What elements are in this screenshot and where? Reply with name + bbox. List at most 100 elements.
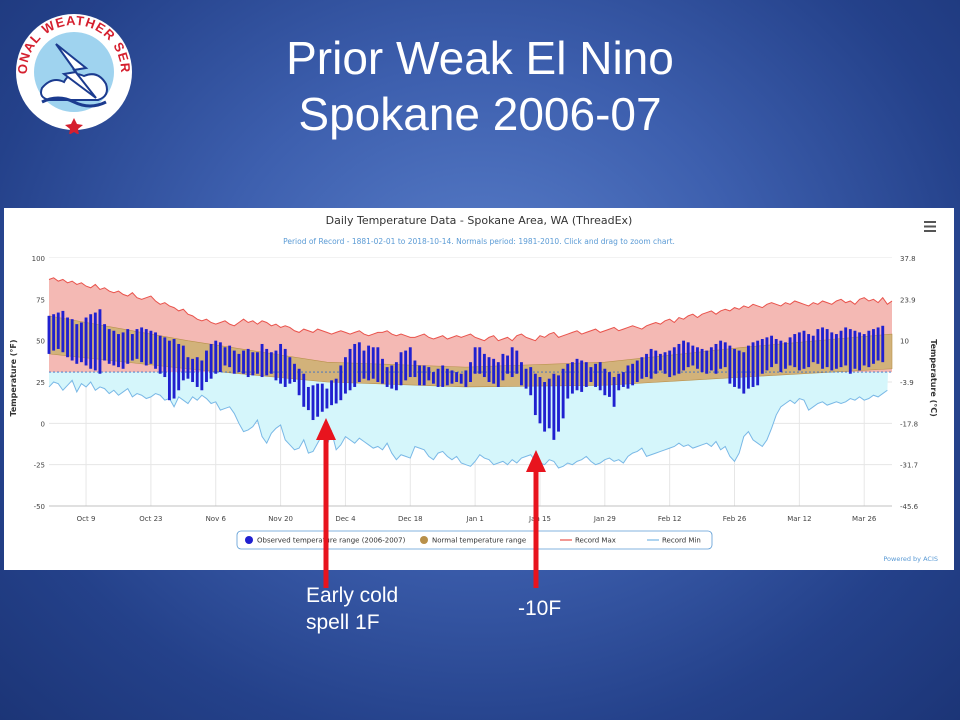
observed-bar[interactable]: [311, 385, 315, 421]
observed-bar[interactable]: [779, 340, 783, 373]
observed-bar[interactable]: [691, 345, 695, 366]
record-max-line[interactable]: [48, 277, 893, 342]
observed-bar[interactable]: [584, 362, 588, 387]
observed-bar[interactable]: [191, 358, 195, 382]
legend-marker[interactable]: [245, 536, 253, 544]
observed-bar[interactable]: [348, 348, 352, 391]
observed-bar[interactable]: [251, 352, 255, 376]
observed-bar[interactable]: [158, 335, 162, 374]
observed-bar[interactable]: [130, 334, 134, 361]
observed-bar[interactable]: [575, 358, 579, 391]
observed-bar[interactable]: [255, 352, 259, 374]
observed-bar[interactable]: [654, 350, 658, 374]
observed-bar[interactable]: [344, 357, 347, 394]
observed-bar[interactable]: [723, 342, 727, 368]
observed-bar[interactable]: [580, 360, 584, 392]
observed-bar[interactable]: [469, 362, 472, 382]
observed-bar[interactable]: [427, 367, 431, 381]
observed-bar[interactable]: [459, 373, 463, 384]
observed-bar[interactable]: [228, 345, 232, 368]
observed-bar[interactable]: [330, 380, 333, 406]
observed-bar[interactable]: [445, 368, 449, 386]
observed-bar[interactable]: [635, 360, 639, 382]
observed-bar[interactable]: [746, 345, 750, 389]
observed-bar[interactable]: [334, 378, 338, 404]
observed-bar[interactable]: [441, 365, 445, 387]
observed-bar[interactable]: [853, 330, 857, 369]
observed-bar[interactable]: [84, 317, 88, 366]
observed-bar[interactable]: [742, 352, 746, 394]
observed-bar[interactable]: [353, 343, 357, 387]
observed-bar[interactable]: [645, 353, 648, 378]
observed-bar[interactable]: [117, 334, 120, 368]
observed-bar[interactable]: [788, 337, 792, 366]
observed-bar[interactable]: [399, 352, 403, 386]
observed-bar[interactable]: [473, 347, 477, 374]
observed-bar[interactable]: [543, 382, 547, 432]
observed-bar[interactable]: [867, 330, 871, 368]
observed-bar[interactable]: [482, 353, 486, 378]
observed-bar[interactable]: [79, 322, 83, 363]
observed-bar[interactable]: [135, 329, 139, 359]
observed-bar[interactable]: [98, 309, 102, 374]
observed-bar[interactable]: [418, 365, 421, 386]
observed-bar[interactable]: [557, 375, 560, 432]
legend-label[interactable]: Record Max: [575, 537, 616, 545]
observed-bar[interactable]: [733, 348, 736, 387]
observed-bar[interactable]: [830, 332, 834, 371]
observed-bar[interactable]: [802, 330, 806, 369]
observed-bar[interactable]: [269, 352, 273, 374]
observed-bar[interactable]: [436, 368, 440, 387]
observed-bar[interactable]: [881, 325, 885, 363]
observed-bar[interactable]: [274, 350, 278, 381]
observed-bar[interactable]: [876, 327, 880, 361]
observed-bar[interactable]: [547, 378, 551, 429]
observed-bar[interactable]: [107, 329, 111, 364]
observed-bar[interactable]: [760, 339, 764, 374]
observed-bar[interactable]: [288, 357, 292, 384]
observed-bar[interactable]: [70, 319, 74, 361]
observed-bar[interactable]: [320, 383, 324, 412]
observed-bar[interactable]: [631, 363, 635, 386]
observed-bar[interactable]: [839, 330, 843, 368]
observed-bar[interactable]: [283, 348, 287, 387]
observed-bar[interactable]: [186, 357, 190, 379]
observed-bar[interactable]: [770, 335, 774, 368]
observed-bar[interactable]: [237, 353, 241, 373]
observed-bar[interactable]: [246, 348, 250, 378]
observed-bar[interactable]: [455, 372, 459, 382]
observed-bar[interactable]: [621, 372, 625, 387]
observed-bar[interactable]: [793, 334, 797, 368]
observed-bar[interactable]: [816, 329, 820, 364]
observed-bar[interactable]: [163, 337, 167, 378]
observed-bar[interactable]: [260, 343, 264, 378]
observed-bar[interactable]: [205, 350, 208, 382]
observed-bar[interactable]: [265, 348, 269, 376]
observed-bar[interactable]: [872, 329, 875, 364]
observed-bar[interactable]: [774, 339, 778, 364]
observed-bar[interactable]: [686, 342, 690, 368]
observed-bar[interactable]: [144, 329, 148, 366]
observed-bar[interactable]: [325, 388, 329, 409]
legend-label[interactable]: Normal temperature range: [432, 537, 526, 545]
observed-bar[interactable]: [200, 360, 204, 391]
observed-bar[interactable]: [75, 324, 79, 364]
observed-bar[interactable]: [140, 327, 144, 363]
observed-bar[interactable]: [529, 367, 533, 396]
observed-bar[interactable]: [93, 312, 97, 371]
observed-bar[interactable]: [404, 350, 408, 381]
observed-bar[interactable]: [394, 362, 398, 391]
observed-bar[interactable]: [663, 352, 667, 374]
observed-bar[interactable]: [552, 373, 556, 440]
observed-bar[interactable]: [640, 357, 644, 379]
observed-bar[interactable]: [279, 343, 283, 384]
observed-bar[interactable]: [177, 343, 181, 391]
observed-bar[interactable]: [700, 348, 704, 373]
observed-bar[interactable]: [561, 368, 565, 419]
observed-bar[interactable]: [209, 343, 213, 379]
observed-bar[interactable]: [598, 362, 602, 391]
observed-bar[interactable]: [626, 365, 630, 389]
record-min-line[interactable]: [48, 379, 888, 469]
observed-bar[interactable]: [218, 342, 222, 373]
observed-bar[interactable]: [242, 350, 245, 374]
